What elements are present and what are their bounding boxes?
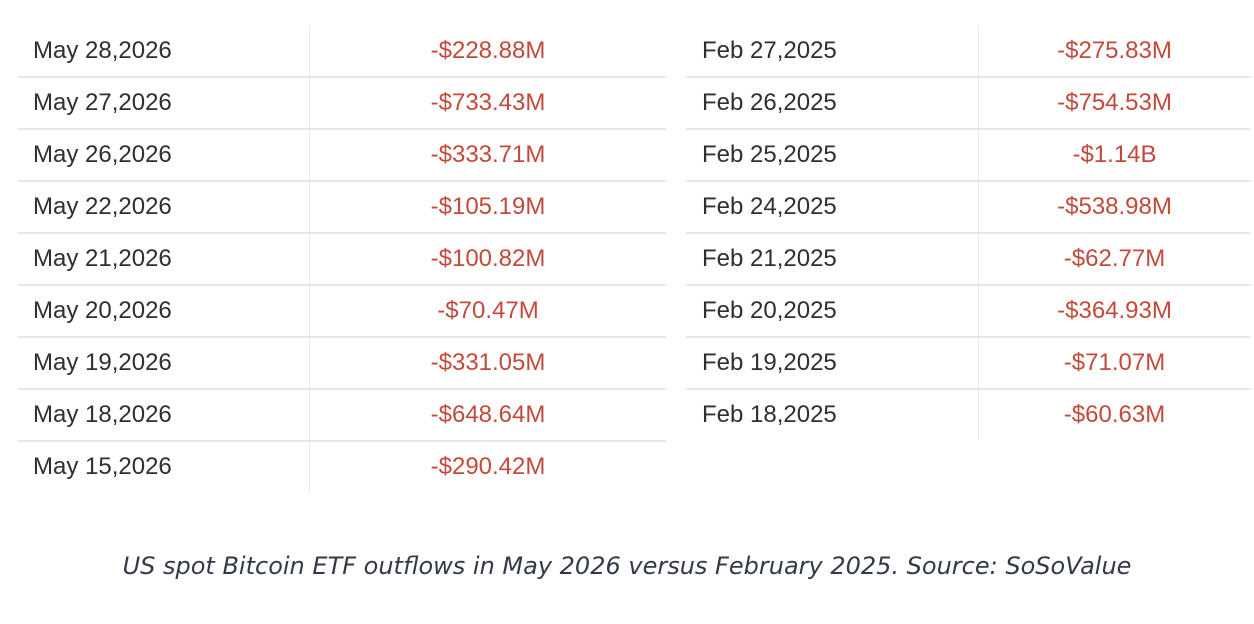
date-cell: Feb 21,2025: [686, 232, 979, 285]
date-cell: Feb 24,2025: [686, 180, 979, 233]
may-2026-flow-table: May 28,2026 -$228.88M May 27,2026 -$733.43M…: [18, 26, 666, 492]
outflow-value-cell: -$290.42M: [309, 440, 666, 492]
figure-caption: US spot Bitcoin ETF outflows in May 2026…: [122, 552, 1132, 580]
table-row: May 18,2026 -$648.64M: [18, 388, 666, 441]
date-cell: Feb 26,2025: [686, 76, 979, 129]
date-cell: May 26,2026: [18, 128, 310, 181]
outflow-value-cell: -$228.88M: [430, 37, 546, 64]
outflow-value-cell: -$105.19M: [309, 180, 666, 233]
etf-flow-tables: May 28,2026 -$228.88M May 27,2026 -$733.43M…: [18, 26, 1250, 492]
outflow-value-cell: -$100.82M: [309, 232, 666, 285]
table-row: Feb 19,2025 -$71.07M: [686, 336, 1250, 389]
outflow-value-cell: -$70.47M: [309, 284, 666, 337]
outflow-value-cell: -$60.63M: [978, 388, 1250, 440]
feb-2025-flow-table: Feb 27,2025 -$275.83M Feb 26,2025 -$754.53M…: [686, 26, 1250, 440]
table-row: May 28,2026 -$228.88M: [18, 26, 666, 77]
date-cell: May 18,2026: [18, 388, 310, 441]
table-row: Feb 27,2025 -$275.83M: [686, 26, 1250, 77]
date-cell: May 19,2026: [18, 336, 310, 389]
outflow-value-cell: -$733.43M: [309, 76, 666, 129]
table-row: Feb 20,2025 -$364.93M: [686, 284, 1250, 337]
outflow-value-cell: -$538.98M: [978, 180, 1250, 233]
table-row: May 26,2026 -$333.71M: [18, 128, 666, 181]
date-cell: May 22,2026: [18, 180, 310, 233]
table-row: Feb 26,2025 -$754.53M: [686, 76, 1250, 129]
table-row: May 15,2026 -$290.42M: [18, 440, 666, 492]
outflow-value-cell: -$333.71M: [309, 128, 666, 181]
date-cell: May 21,2026: [18, 232, 310, 285]
outflow-value-cell: -$1.14B: [978, 128, 1250, 181]
date-cell: May 28,2026: [18, 26, 310, 77]
outflow-value-cell: -$648.64M: [309, 388, 666, 441]
may-2026-table-body: May 28,2026 -$228.88M May 27,2026 -$733.43M…: [18, 26, 666, 492]
table-row: Feb 21,2025 -$62.77M: [686, 232, 1250, 285]
outflow-value-cell: -$331.05M: [309, 336, 666, 389]
date-cell: Feb 19,2025: [686, 336, 979, 389]
date-cell: May 20,2026: [18, 284, 310, 337]
table-row: Feb 24,2025 -$538.98M: [686, 180, 1250, 233]
date-cell: May 27,2026: [18, 76, 310, 129]
date-cell: Feb 20,2025: [686, 284, 979, 337]
table-row: Feb 18,2025 -$60.63M: [686, 388, 1250, 440]
table-row: Feb 25,2025 -$1.14B: [686, 128, 1250, 181]
outflow-value-cell: -$71.07M: [978, 336, 1250, 389]
date-cell: Feb 18,2025: [686, 388, 979, 440]
date-cell: Feb 25,2025: [686, 128, 979, 181]
table-row: May 21,2026 -$100.82M: [18, 232, 666, 285]
table-row: May 27,2026 -$733.43M: [18, 76, 666, 129]
outflow-value-cell: -$754.53M: [978, 76, 1250, 129]
table-row: May 19,2026 -$331.05M: [18, 336, 666, 389]
feb-2025-table-body: Feb 27,2025 -$275.83M Feb 26,2025 -$754.53M…: [686, 26, 1250, 440]
outflow-value-cell: -$62.77M: [978, 232, 1250, 285]
table-row: May 20,2026 -$70.47M: [18, 284, 666, 337]
date-cell: Feb 27,2025: [686, 26, 979, 77]
outflow-value-cell: -$275.83M: [1057, 37, 1172, 64]
table-row: May 22,2026 -$105.19M: [18, 180, 666, 233]
outflow-value-cell: -$364.93M: [978, 284, 1250, 337]
date-cell: May 15,2026: [18, 440, 310, 492]
